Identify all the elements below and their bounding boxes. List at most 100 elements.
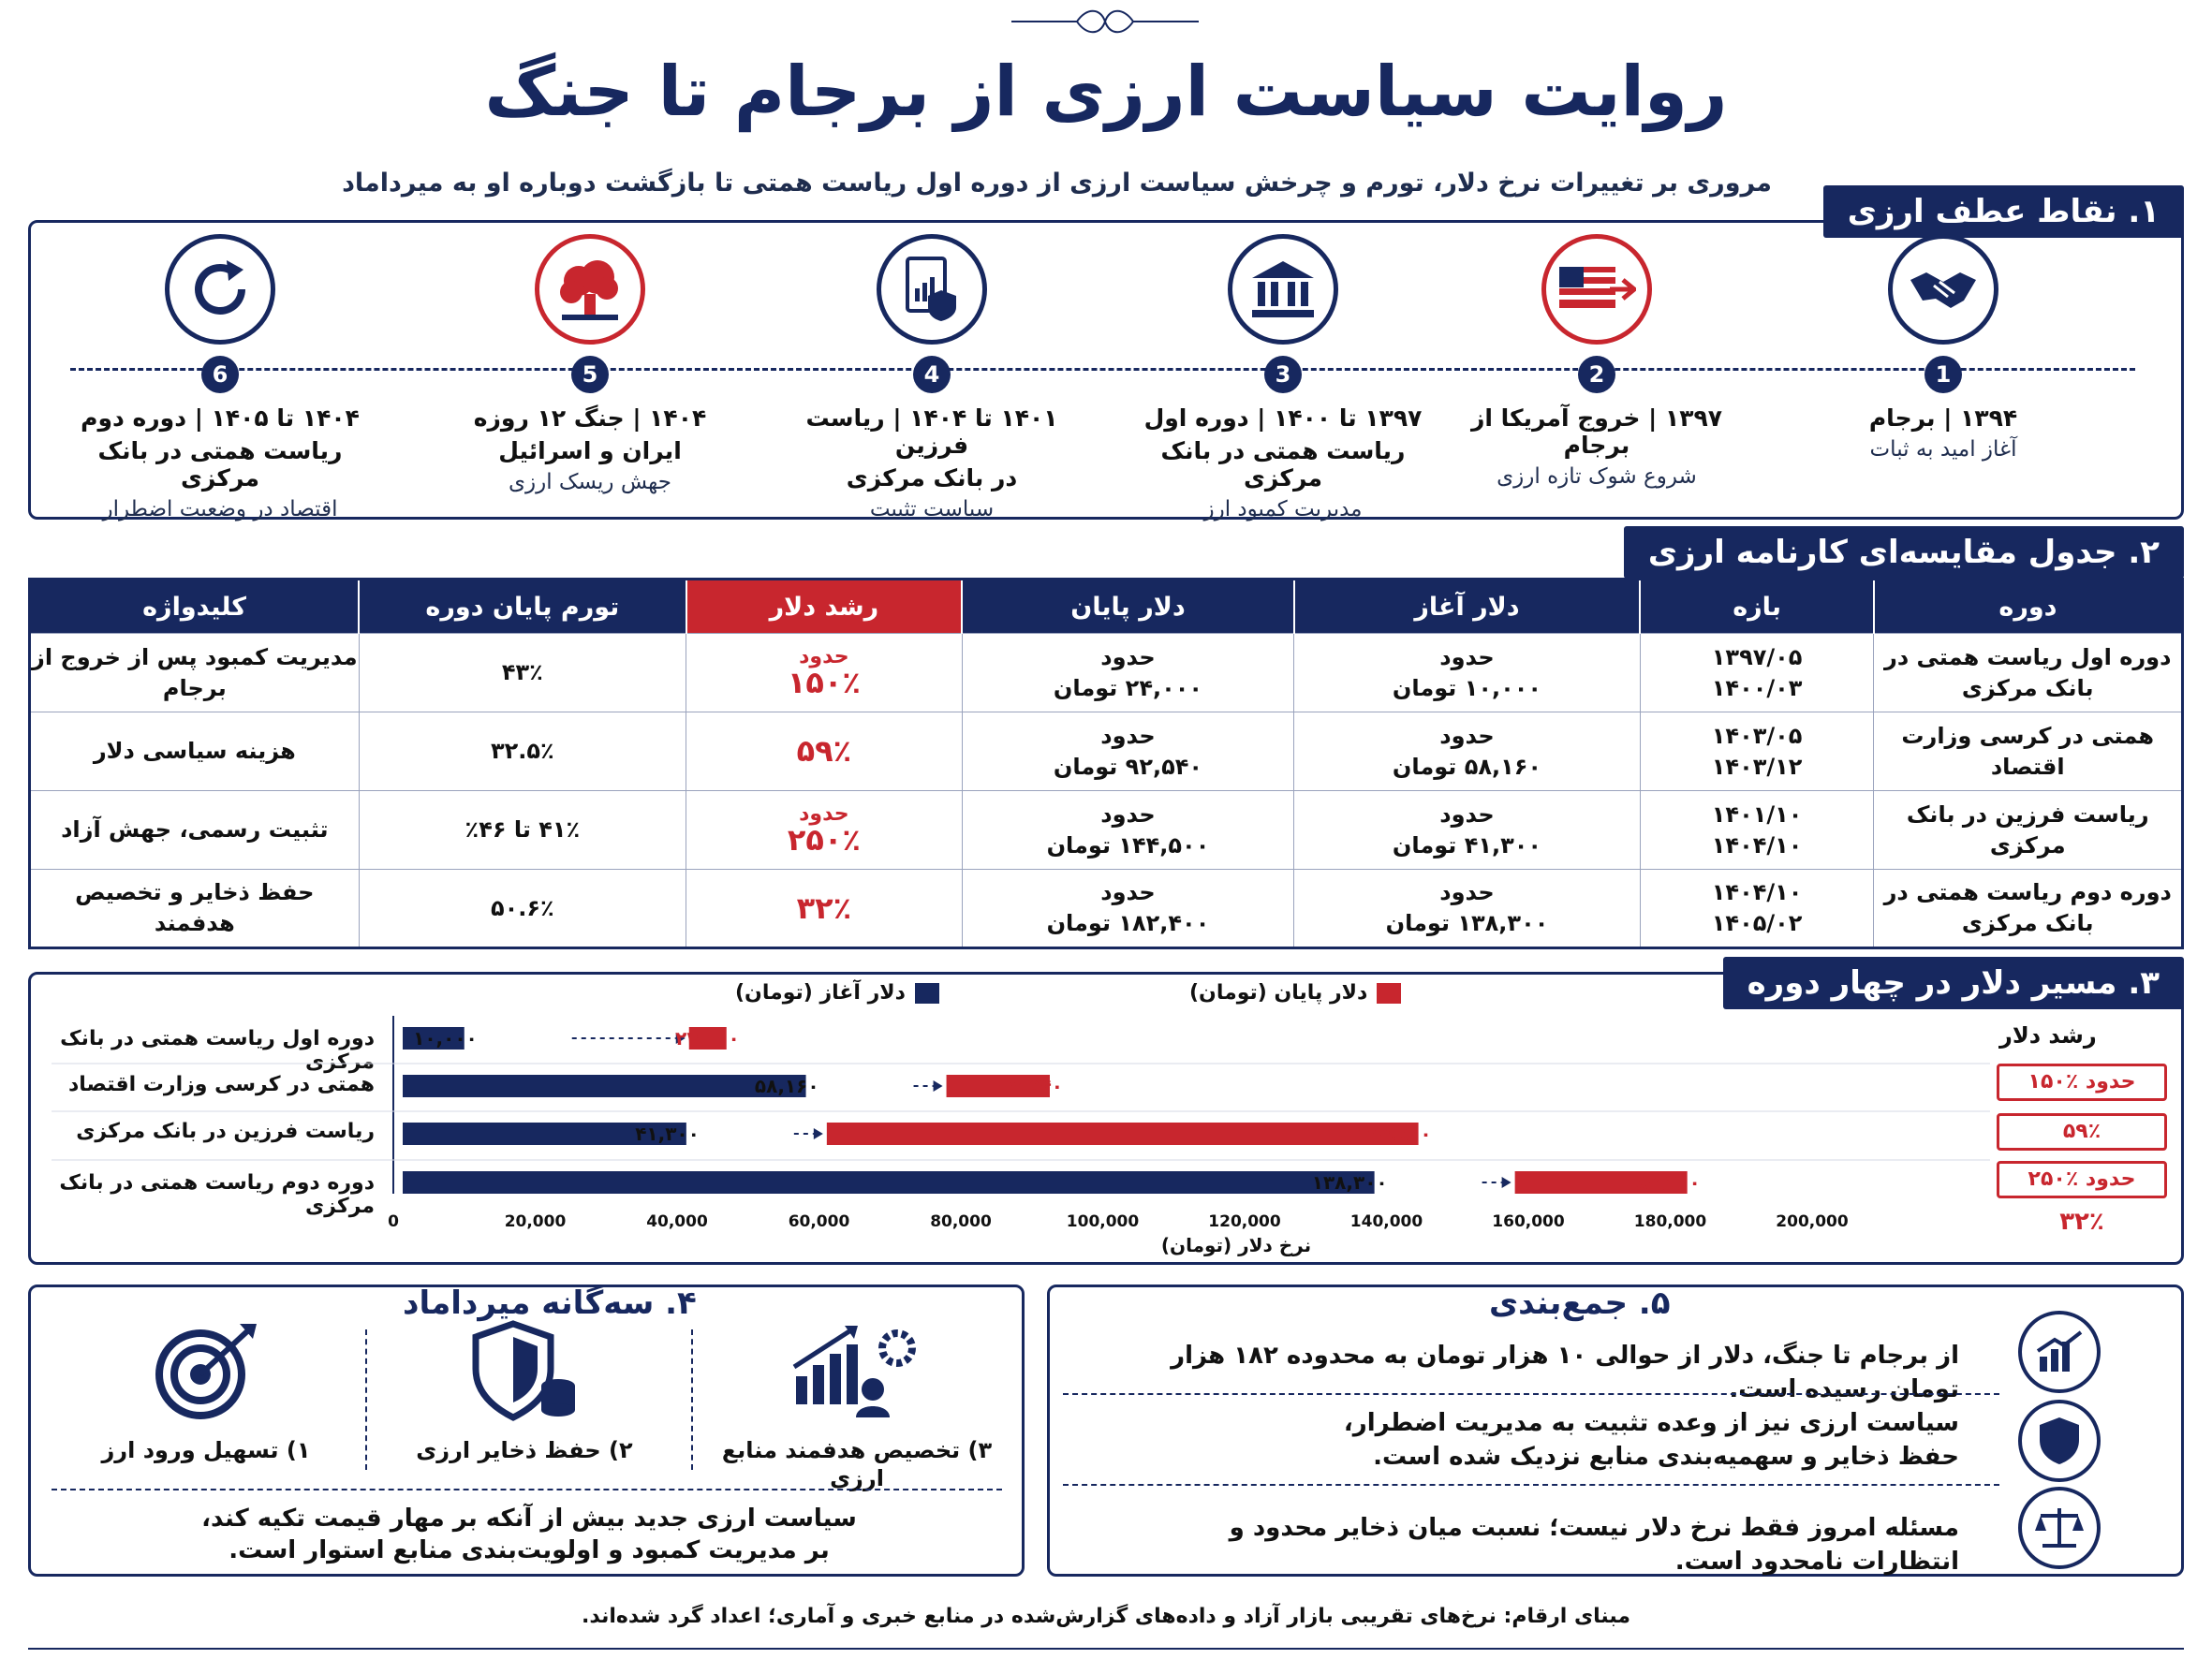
cell-text: مدیریت کمبود پس از خروج از برجام bbox=[32, 643, 358, 701]
bar-start bbox=[403, 1171, 1375, 1194]
cell-text: ۵۸,۱۶۰ تومان bbox=[1392, 753, 1542, 780]
milestone-desc: مدیریت کمبود ارز bbox=[1203, 497, 1363, 521]
cell-text: ۱۳۸,۳۰۰ تومان bbox=[1385, 910, 1549, 936]
handshake-icon bbox=[1888, 234, 1998, 345]
cell-text: ۵۹٪ bbox=[796, 733, 852, 769]
cell-growth: ۵۹٪ bbox=[686, 712, 963, 791]
bar-end bbox=[826, 1123, 1419, 1145]
milestone-6: 6 ۱۴۰۴ تا ۱۴۰۵ | دوره دوم ریاست همتی در … bbox=[66, 234, 375, 521]
legend-label-start: دلار آغاز (تومان) bbox=[735, 981, 906, 1005]
x-tick-label: 120,000 bbox=[1208, 1212, 1281, 1231]
milestone-title: ۱۳۹۷ | خروج آمریکا از برجام bbox=[1471, 404, 1722, 459]
x-tick-label: 40,000 bbox=[646, 1212, 708, 1231]
legend-start: دلار آغاز (تومان) bbox=[735, 981, 939, 1005]
x-tick-label: 0 bbox=[388, 1212, 399, 1231]
milestone-title: ۱۴۰۱ تا ۱۴۰۴ | ریاست فرزین bbox=[805, 404, 1058, 459]
milestone-number: 2 bbox=[1578, 356, 1615, 393]
milestone-desc: اقتصاد در وضعیت اضطرار bbox=[102, 497, 338, 521]
summary-line: حفظ ذخایر و سهمیه‌بندی منابع نزدیک شده ا… bbox=[1373, 1443, 1959, 1471]
bar-arrow-head bbox=[675, 1033, 686, 1044]
cell-text: دوره دوم ریاست همتی در بانک مرکزی bbox=[1883, 879, 2172, 936]
section2-heading: ۲. جدول مقایسه‌ای کارنامه ارزی bbox=[1623, 526, 2184, 579]
cell-text: همتی در کرسی وزارت اقتصاد bbox=[1901, 722, 2155, 780]
milestone-sub: ریاست همتی در بانک مرکزی bbox=[97, 437, 343, 492]
x-tick-label: 60,000 bbox=[789, 1212, 850, 1231]
footer-rule bbox=[28, 1648, 2184, 1650]
milestone-sub: در بانک مرکزی bbox=[846, 464, 1018, 492]
milestone-2: 2 ۱۳۹۷ | خروج آمریکا از برجام شروع شوک ت… bbox=[1442, 234, 1751, 489]
cell-text: حدود bbox=[1439, 722, 1495, 749]
summary-item-2: سیاست ارزی نیز از وعده تثبیت به مدیریت ا… bbox=[1116, 1406, 1959, 1474]
milestone-4: 4 ۱۴۰۱ تا ۱۴۰۴ | ریاست فرزین در بانک مرک… bbox=[777, 234, 1086, 521]
growth-badge: ۵۹٪ bbox=[1997, 1113, 2167, 1151]
mirdamad-panel bbox=[28, 1285, 1025, 1577]
x-tick-label: 80,000 bbox=[930, 1212, 992, 1231]
milestone-1: 1 ۱۳۹۴ | برجام آغاز امید به ثبات bbox=[1789, 234, 2098, 462]
legend-swatch-start bbox=[914, 982, 939, 1004]
growth-badge: حدود ٪۲۵۰ bbox=[1997, 1161, 2167, 1198]
cell-period: دوره دوم ریاست همتی در بانک مرکزی bbox=[1873, 869, 2183, 948]
divider bbox=[1063, 1393, 1999, 1395]
cell-text: ۱۴۰۴/۱۰ bbox=[1711, 879, 1803, 905]
cell-text: تثبیت رسمی، جهش آزاد bbox=[61, 816, 329, 843]
chart-row-label: دوره دوم ریاست همتی در بانک مرکزی bbox=[59, 1171, 375, 1218]
milestones-panel bbox=[28, 220, 2184, 520]
ornament-icon bbox=[1011, 9, 1199, 34]
milestone-number: 3 bbox=[1264, 356, 1302, 393]
table-row: دوره اول ریاست همتی در بانک مرکزی ۱۳۹۷/۰۵… bbox=[29, 633, 2183, 712]
cell-text: حدود bbox=[1100, 643, 1156, 670]
milestone-title: ۱۴۰۴ تا ۱۴۰۵ | دوره دوم bbox=[81, 404, 360, 432]
page-title: روایت سیاست ارزی از برجام تا جنگ bbox=[484, 51, 1728, 132]
summary-panel bbox=[1047, 1285, 2184, 1577]
cell-range: ۱۴۰۴/۱۰ ۱۴۰۵/۰۲ bbox=[1639, 869, 1875, 948]
cell-text: ۱۴۰۱/۱۰ bbox=[1711, 800, 1803, 828]
target-icon bbox=[155, 1324, 257, 1419]
bar-arrow-head bbox=[933, 1080, 943, 1092]
milestone-title: ۱۴۰۴ | جنگ ۱۲ روزه bbox=[473, 404, 707, 432]
chart-title: ۳. مسیر دلار در چهار دوره bbox=[1722, 957, 2184, 1009]
cell-growth: حدود ۱۵۰٪ bbox=[686, 633, 963, 712]
cell-text: ۱۳۹۷/۰۵ bbox=[1711, 643, 1803, 670]
x-tick-label: 160,000 bbox=[1492, 1212, 1565, 1231]
divider bbox=[365, 1329, 367, 1470]
cell-text: حفظ ذخایر و تخصیص هدفمند bbox=[75, 879, 315, 936]
bar-end-label: ۱۴۴,۵۰۰ bbox=[1356, 1123, 1432, 1145]
growth-badge: ۳۲٪ bbox=[2059, 1208, 2104, 1236]
cell-text: ۱۴۰۳/۰۵ bbox=[1711, 722, 1803, 749]
cell-keyword: هزینه سیاسی دلار bbox=[29, 712, 360, 791]
timeline-line bbox=[70, 368, 2135, 371]
cell-start: حدود ۱۰,۰۰۰ تومان bbox=[1293, 633, 1641, 712]
milestone-title: ۱۳۹۴ | برجام bbox=[1868, 404, 2018, 432]
table-row: دوره دوم ریاست همتی در بانک مرکزی ۱۴۰۴/۱۰… bbox=[29, 869, 2183, 948]
x-tick-label: 100,000 bbox=[1067, 1212, 1140, 1231]
cell-text: ۱۴۰۵/۰۲ bbox=[1711, 910, 1803, 936]
cell-text: هزینه سیاسی دلار bbox=[93, 738, 296, 764]
cell-text: ۱۴۰۴/۱۰ bbox=[1711, 831, 1803, 859]
section4-note-line1: سیاست ارزی جدید بیش از آنکه بر مهار قیمت… bbox=[201, 1505, 857, 1533]
divider bbox=[1063, 1484, 1999, 1486]
cell-text: ۲۴,۰۰۰ تومان bbox=[1053, 674, 1203, 701]
cell-text: حدود bbox=[1439, 643, 1495, 670]
milestone-desc: شروع شوک تازه ارزی bbox=[1497, 464, 1697, 489]
trend-chart-icon bbox=[2018, 1311, 2101, 1393]
divider bbox=[52, 1489, 1002, 1490]
x-tick-label: 140,000 bbox=[1350, 1212, 1423, 1231]
table-row: همتی در کرسی وزارت اقتصاد ۱۴۰۳/۰۵ ۱۴۰۳/۱۲ ح… bbox=[29, 712, 2183, 791]
milestone-sub: ریاست همتی در بانک مرکزی bbox=[1160, 437, 1406, 492]
policy-document-icon bbox=[877, 234, 987, 345]
bar-end bbox=[1514, 1171, 1688, 1194]
bar-start-label: ۴۱,۳۰۰ bbox=[635, 1123, 700, 1145]
pillar-reserves: ۲) حفظ ذخایر ارزی bbox=[384, 1320, 665, 1464]
cell-growth: حدود ۲۵۰٪ bbox=[686, 790, 963, 870]
cell-range: ۱۴۰۱/۱۰ ۱۴۰۴/۱۰ bbox=[1639, 790, 1875, 870]
section4-note: سیاست ارزی جدید بیش از آنکه بر مهار قیمت… bbox=[56, 1503, 1002, 1566]
cell-start: حدود ۱۳۸,۳۰۰ تومان bbox=[1293, 869, 1641, 948]
cell-text: حدود bbox=[1100, 722, 1156, 749]
bar-end-label: ۲۴,۰۰۰ bbox=[675, 1027, 740, 1050]
summary-line: مسئله امروز فقط نرخ دلار نیست؛ نسبت میان… bbox=[1229, 1514, 1959, 1576]
cell-start: حدود ۵۸,۱۶۰ تومان bbox=[1293, 712, 1641, 791]
bar-end bbox=[946, 1075, 1050, 1097]
chart-row-label: دوره اول ریاست همتی در بانک مرکزی bbox=[60, 1027, 375, 1074]
shield-coins-icon bbox=[472, 1320, 575, 1421]
bar-start-label: ۱۰,۰۰۰ bbox=[413, 1027, 478, 1050]
